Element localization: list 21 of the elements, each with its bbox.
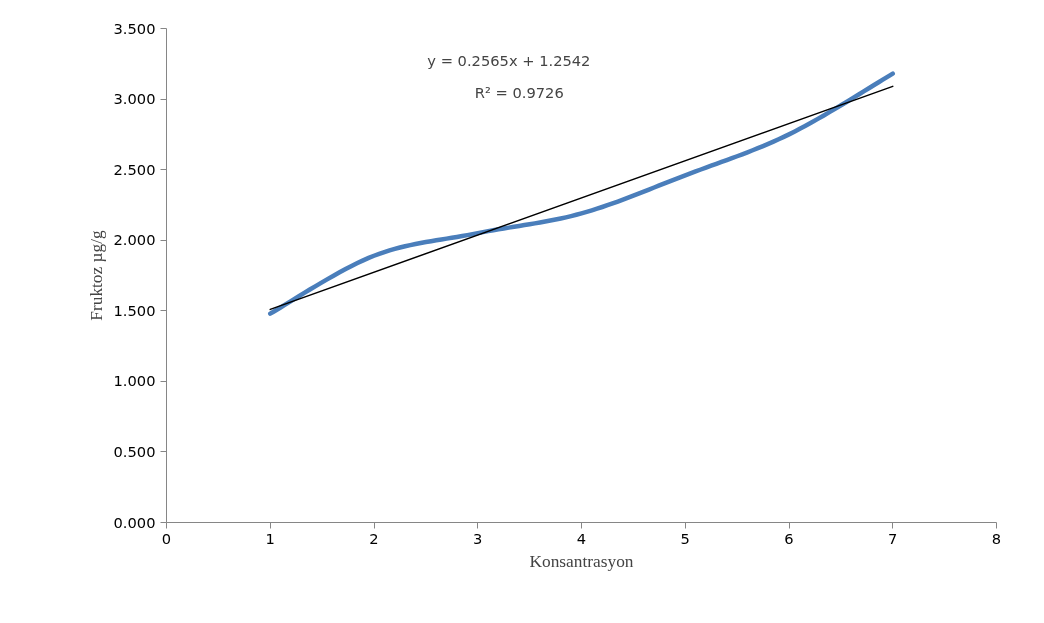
y-tick-label: 2.000 (113, 231, 156, 249)
y-tick-label: 0.500 (113, 442, 156, 460)
annotation: y = 0.2565x + 1.2542 (427, 52, 591, 70)
x-tick-label: 1 (265, 529, 275, 547)
x-tick-label: 4 (576, 529, 587, 547)
x-tick-label: 2 (369, 529, 379, 547)
x-axis-title: Konsantrasyon (529, 551, 634, 571)
x-tick-label: 7 (888, 529, 898, 547)
y-tick-label: 1.500 (113, 301, 156, 319)
y-tick-label: 3.500 (113, 19, 156, 37)
x-tick-label: 0 (161, 529, 172, 547)
annotation: R² = 0.9726 (474, 83, 564, 101)
y-tick-label: 2.500 (113, 160, 156, 178)
x-tick-label: 8 (991, 529, 1002, 547)
y-tick-label: 1.000 (113, 372, 156, 390)
y-tick-label: 0.000 (113, 513, 156, 531)
y-axis-title: Fruktoz µg/g (86, 229, 106, 321)
x-tick-label: 6 (784, 529, 794, 547)
y-tick-label: 3.000 (113, 90, 156, 108)
x-tick-label: 5 (680, 529, 690, 547)
x-tick-label: 3 (473, 529, 483, 547)
